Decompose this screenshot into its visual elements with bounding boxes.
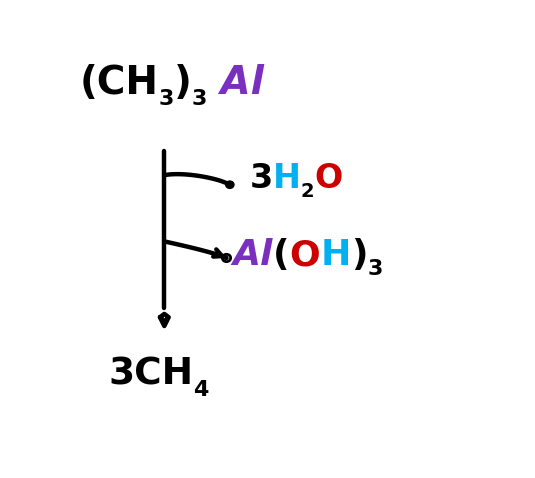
Text: O: O <box>314 162 342 195</box>
Text: 3: 3 <box>249 162 272 195</box>
Text: H: H <box>272 162 301 195</box>
Text: (: ( <box>273 239 289 272</box>
Text: 3: 3 <box>367 259 383 279</box>
Text: Al: Al <box>207 64 264 102</box>
Text: 3CH: 3CH <box>108 357 194 393</box>
Text: 3: 3 <box>192 89 207 109</box>
Text: ): ) <box>351 239 367 272</box>
Circle shape <box>226 181 234 188</box>
Text: 4: 4 <box>194 380 209 400</box>
Text: (CH: (CH <box>79 64 158 102</box>
Text: 3: 3 <box>158 89 174 109</box>
Text: O: O <box>289 239 320 272</box>
Text: 2: 2 <box>301 182 314 201</box>
Text: ): ) <box>174 64 192 102</box>
Text: H: H <box>320 239 351 272</box>
Text: Al: Al <box>233 239 273 272</box>
